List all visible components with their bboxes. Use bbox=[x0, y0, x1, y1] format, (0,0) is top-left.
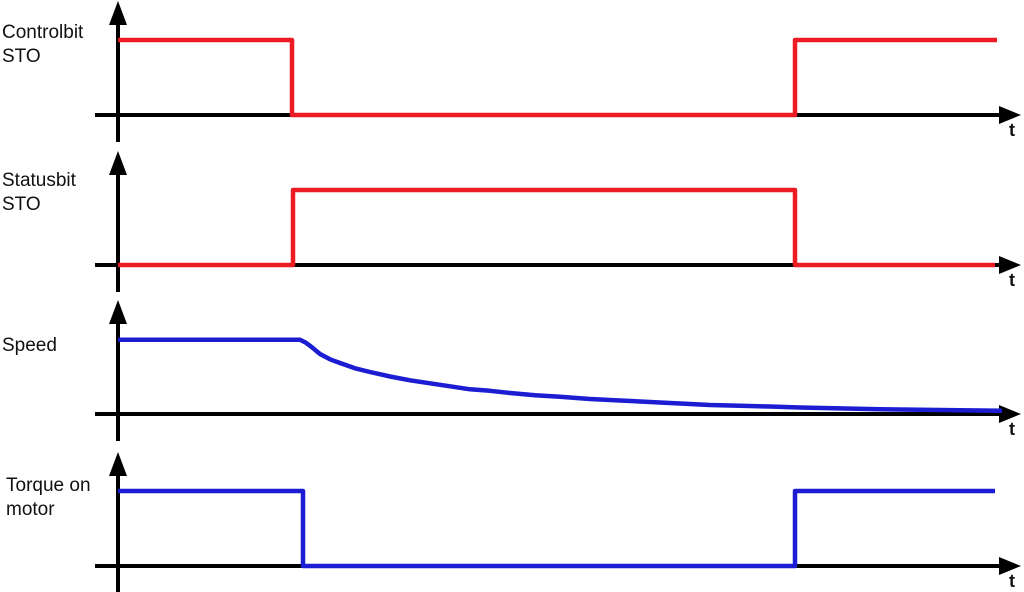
time-axis-label-4: t bbox=[1009, 571, 1015, 591]
time-axis-arrowhead bbox=[999, 405, 1021, 423]
signal-label-speed: Speed bbox=[2, 335, 57, 356]
time-axis-arrowhead bbox=[999, 557, 1021, 575]
signal-label-torque-on-motor: Torque on motor bbox=[6, 475, 91, 520]
time-axis-arrowhead bbox=[999, 256, 1021, 274]
signal-trace-digital bbox=[118, 488, 995, 569]
signal-trace-analog-decay bbox=[118, 337, 1003, 414]
signal-trace-digital bbox=[118, 37, 997, 118]
time-axis-label-1: t bbox=[1009, 120, 1015, 140]
value-axis-arrowhead bbox=[109, 1, 127, 25]
signal-label-statusbit-sto: Statusbit STO bbox=[2, 170, 76, 215]
time-axis-arrowhead bbox=[999, 106, 1021, 124]
signal-trace-digital bbox=[118, 187, 995, 268]
value-axis-arrowhead bbox=[109, 151, 127, 175]
time-axis-label-3: t bbox=[1009, 419, 1015, 439]
value-axis-arrowhead bbox=[109, 300, 127, 324]
value-axis-arrowhead bbox=[109, 452, 127, 476]
signal-label-controlbit-sto: Controlbit STO bbox=[2, 22, 84, 67]
time-axis-label-2: t bbox=[1009, 270, 1015, 290]
